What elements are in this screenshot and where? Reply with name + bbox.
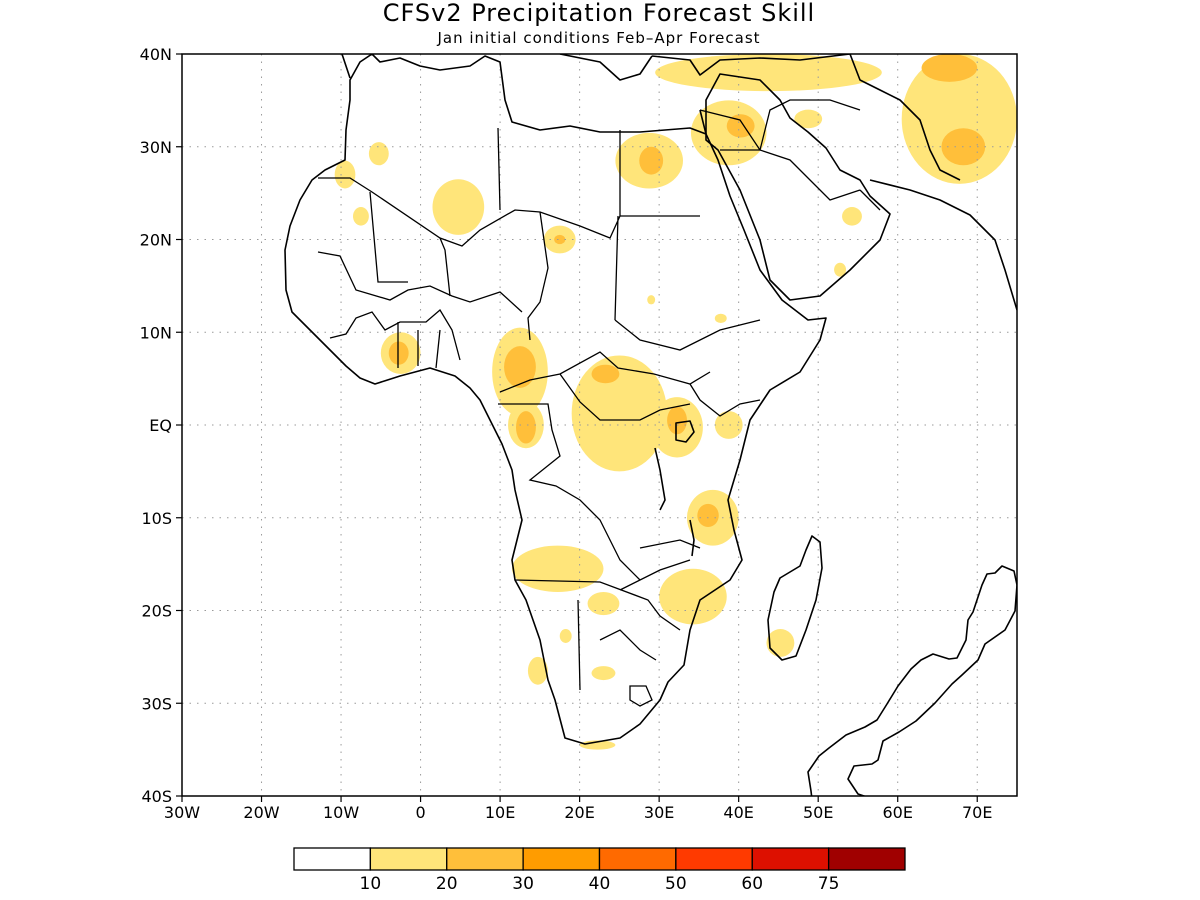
lon-tick-label: 30W xyxy=(164,803,200,822)
skill-region-34 xyxy=(527,656,548,685)
figure-subtitle: Jan initial conditions Feb–Apr Forecast xyxy=(436,29,760,47)
lat-tick-label: 10N xyxy=(140,323,172,342)
colorbar-swatch xyxy=(369,847,448,871)
colorbar-label: 30 xyxy=(512,874,534,894)
colorbar-label: 20 xyxy=(436,874,458,894)
lon-tick-label: 10W xyxy=(323,803,359,822)
skill-region-11 xyxy=(794,109,823,129)
colorbar-label: 60 xyxy=(741,874,763,894)
lat-tick-label: 20N xyxy=(140,231,172,250)
borders-west xyxy=(317,251,523,369)
colorbar-label: 10 xyxy=(360,874,382,894)
madagascar-coastline xyxy=(767,535,823,661)
skill-region-36 xyxy=(766,629,795,657)
figure-title: CFSv2 Precipitation Forecast Skill xyxy=(383,0,815,27)
lon-tick-label: 60E xyxy=(882,803,912,822)
skill-region-35 xyxy=(591,666,616,681)
skill-region-24 xyxy=(591,364,620,384)
colorbar: 10 20 30 40 50 60 75 xyxy=(293,847,906,894)
colorbar-label: 50 xyxy=(665,874,687,894)
colorbar-swatch xyxy=(598,847,677,871)
skill-region-30 xyxy=(512,545,604,592)
lat-tick-label: 10S xyxy=(141,509,172,528)
lon-tick-label: 20E xyxy=(564,803,594,822)
skill-region-3 xyxy=(432,179,485,235)
arabia-coastline xyxy=(705,73,891,301)
skill-region-1 xyxy=(368,142,389,166)
colorbar-swatch xyxy=(522,847,601,871)
lat-tick-label: 30S xyxy=(141,694,172,713)
skill-region-33 xyxy=(559,629,572,643)
colorbar-swatch xyxy=(827,847,906,871)
borders-south xyxy=(514,539,701,707)
colorbar-swatch xyxy=(446,847,524,871)
skill-region-7 xyxy=(639,146,664,175)
skill-region-16 xyxy=(921,54,978,82)
lon-tick-label: 10E xyxy=(485,803,515,822)
skill-region-8 xyxy=(655,54,882,92)
colorbar-swatch xyxy=(751,847,830,871)
lake-tanganyika xyxy=(654,447,666,511)
colorbar-swatch xyxy=(675,847,753,871)
lake-victoria xyxy=(675,420,695,443)
country-borders xyxy=(317,99,881,707)
skill-region-32 xyxy=(587,591,620,616)
skill-region-31 xyxy=(659,568,727,625)
longitude-ticks: 30W 20W 10W 0 10E 20E 30E 40E 50E 60E 70E xyxy=(164,796,992,822)
colorbar-label: 75 xyxy=(818,874,840,894)
lat-tick-label: 30N xyxy=(140,138,172,157)
lat-tick-label: 20S xyxy=(141,602,172,621)
skill-region-38 xyxy=(714,313,727,323)
skill-region-12 xyxy=(842,207,862,226)
borders-arabia xyxy=(699,99,881,211)
lon-tick-label: 30E xyxy=(644,803,674,822)
lon-tick-label: 50E xyxy=(803,803,833,822)
lat-tick-label: EQ xyxy=(149,416,172,435)
asia-coastline xyxy=(849,54,1017,311)
skill-region-18 xyxy=(388,341,409,365)
skill-region-0 xyxy=(334,160,356,189)
borders-central xyxy=(498,319,761,581)
skill-shading xyxy=(334,54,1017,750)
skill-region-26 xyxy=(667,406,687,435)
europe-coastline xyxy=(341,54,851,135)
skill-region-29 xyxy=(697,503,719,528)
skill-region-23 xyxy=(571,355,668,472)
skill-region-39 xyxy=(647,295,656,305)
colorbar-swatch xyxy=(293,847,372,871)
coastlines xyxy=(284,54,1017,796)
skill-region-5 xyxy=(554,234,566,245)
lon-tick-label: 40E xyxy=(723,803,753,822)
lon-tick-label: 20W xyxy=(243,803,279,822)
map-frame xyxy=(181,53,1018,797)
colorbar-label: 40 xyxy=(589,874,611,894)
lat-tick-label: 40N xyxy=(140,45,172,64)
skill-region-2 xyxy=(352,207,369,226)
lon-tick-label: 0 xyxy=(415,803,425,822)
skill-region-20 xyxy=(504,346,536,388)
latitude-ticks: 40N 30N 20N 10N EQ 10S 20S 30S 40S xyxy=(140,45,182,806)
skill-region-13 xyxy=(834,262,847,277)
lake-malawi xyxy=(689,519,695,557)
lon-tick-label: 70E xyxy=(962,803,992,822)
skill-region-27 xyxy=(714,411,743,439)
africa-coastline xyxy=(807,565,1017,796)
lat-tick-label: 40S xyxy=(141,787,172,806)
skill-region-22 xyxy=(516,411,536,444)
borders-north xyxy=(318,127,700,341)
continent-coastline xyxy=(284,54,827,745)
